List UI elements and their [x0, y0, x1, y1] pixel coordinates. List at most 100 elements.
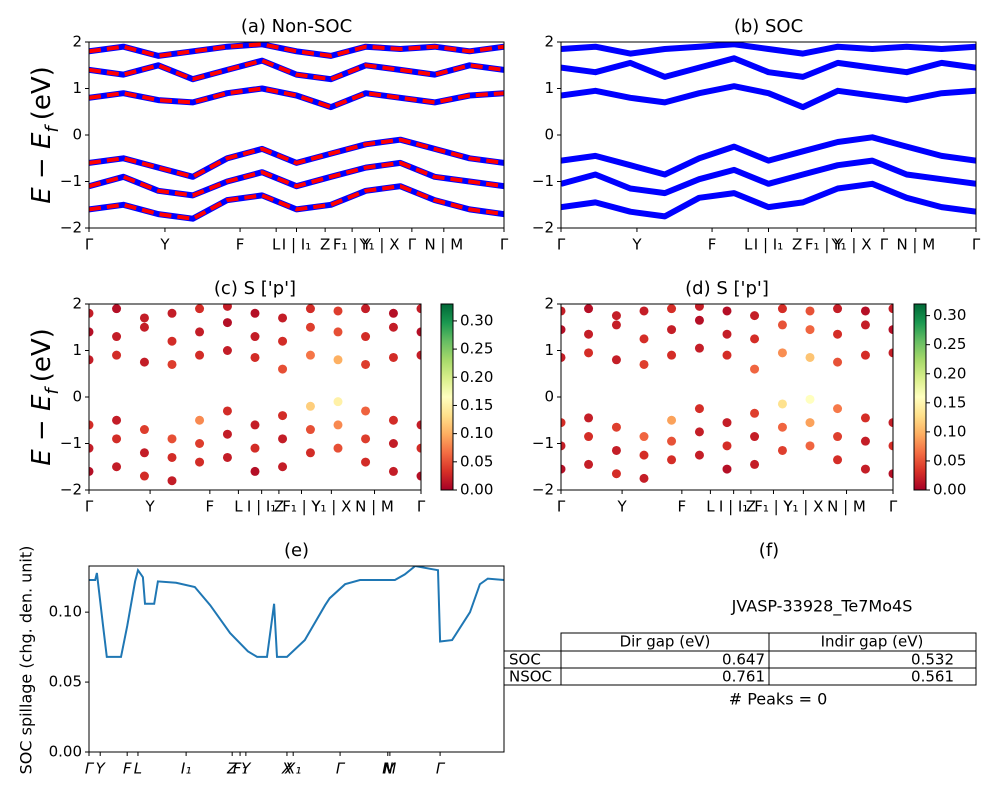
y-tick-label: 2	[72, 295, 82, 313]
band-point	[333, 443, 343, 453]
band-point	[833, 404, 843, 414]
y-tick-label: 0.05	[49, 673, 82, 691]
y-axis-label: E − Ef (eV)	[27, 328, 63, 466]
band-point	[750, 311, 760, 321]
colorbar-tick-label: 0.30	[933, 306, 966, 324]
band-point	[139, 313, 149, 323]
x-tick-label: Γ	[85, 236, 94, 254]
x-tick-label: Γ	[336, 760, 346, 778]
y-tick-label: 1	[72, 341, 82, 359]
y-label-main: E − E	[27, 394, 57, 466]
band-point	[584, 459, 594, 469]
y-tick-label: 1	[544, 341, 554, 359]
band-point	[805, 325, 815, 335]
band-point	[667, 350, 677, 360]
band-point	[722, 306, 732, 316]
column-header: Indir gap (eV)	[821, 633, 924, 651]
band-point	[611, 320, 621, 330]
x-tick-label: Γ	[408, 236, 417, 254]
band-point	[361, 304, 371, 314]
band-point	[805, 306, 815, 316]
band-point	[750, 432, 760, 442]
band-point	[750, 459, 760, 469]
y-tick-label: 2	[72, 33, 82, 51]
band-point	[222, 452, 232, 462]
band-point	[361, 457, 371, 467]
y-tick-label: 2	[544, 295, 554, 313]
y-tick-label: 0	[544, 388, 554, 406]
band-point	[278, 462, 288, 472]
band-point	[694, 304, 704, 311]
colorbar-tick-label: 0.10	[933, 422, 966, 440]
y-tick-label: 1	[72, 79, 82, 97]
y-label-unit: (eV)	[27, 66, 57, 120]
band-point	[388, 439, 398, 448]
plot-area	[89, 566, 504, 658]
colorbar-tick-label: 0.25	[933, 335, 966, 353]
band-line	[561, 83, 976, 111]
x-tick-label: F₁	[233, 760, 248, 778]
x-tick-label: L	[134, 760, 142, 778]
band-point	[667, 325, 677, 335]
band-point	[694, 343, 704, 353]
cell: 0.761	[722, 668, 765, 686]
band-line	[561, 42, 976, 57]
band-point	[639, 473, 649, 483]
band-point	[305, 350, 315, 360]
x-tick-label: L	[234, 498, 243, 516]
band-point	[89, 443, 94, 453]
band-point	[805, 441, 815, 451]
y-tick-label: 1	[544, 79, 554, 97]
band-point	[833, 432, 843, 442]
cell: 0.647	[722, 651, 765, 669]
y-tick-label: −2	[532, 219, 554, 237]
column-header: Dir gap (eV)	[620, 633, 711, 651]
x-tick-label: Γ	[557, 498, 566, 516]
x-tick-label: L	[706, 498, 715, 516]
band-line	[89, 42, 504, 58]
band-point	[639, 450, 649, 460]
band-point	[584, 432, 594, 442]
band-point	[139, 357, 149, 367]
plot-area	[89, 42, 504, 222]
band-point	[250, 308, 260, 318]
band-point	[561, 464, 566, 474]
band-point	[388, 352, 398, 362]
band-point	[416, 304, 421, 314]
y-tick-label: 2	[544, 33, 554, 51]
band-point	[888, 325, 893, 335]
band-point	[860, 306, 870, 316]
band-point	[584, 348, 594, 358]
band-point	[777, 304, 787, 314]
x-tick-label: Y₁ | X	[358, 236, 399, 254]
x-tick-label: Y	[241, 760, 252, 778]
band-point	[388, 308, 398, 318]
axes-frame	[88, 303, 422, 491]
band-point	[305, 401, 315, 411]
band-point	[222, 429, 232, 439]
band-point	[750, 364, 760, 374]
y-tick-label: 0.00	[49, 743, 82, 761]
colorbar	[913, 303, 927, 491]
y-tick-label: 0	[72, 126, 82, 144]
band-point	[584, 413, 594, 423]
x-tick-label: F₁ | Y	[805, 236, 844, 254]
band-point	[167, 308, 177, 318]
colorbar-tick-label: 0.20	[933, 364, 966, 382]
band-point	[278, 336, 288, 346]
band-point	[860, 413, 870, 423]
band-point	[722, 418, 732, 428]
band-point	[888, 469, 893, 479]
band-point	[112, 415, 122, 425]
band-point	[722, 464, 732, 474]
band-point	[305, 322, 315, 332]
x-tick-label: Γ	[500, 236, 509, 254]
x-tick-label: Γ	[972, 236, 981, 254]
band-point	[777, 348, 787, 358]
x-tick-label: Γ	[557, 236, 566, 254]
x-tick-label: I | I₁	[719, 498, 748, 516]
band-point	[167, 434, 177, 444]
band-point	[388, 322, 398, 332]
band-point	[195, 457, 205, 467]
